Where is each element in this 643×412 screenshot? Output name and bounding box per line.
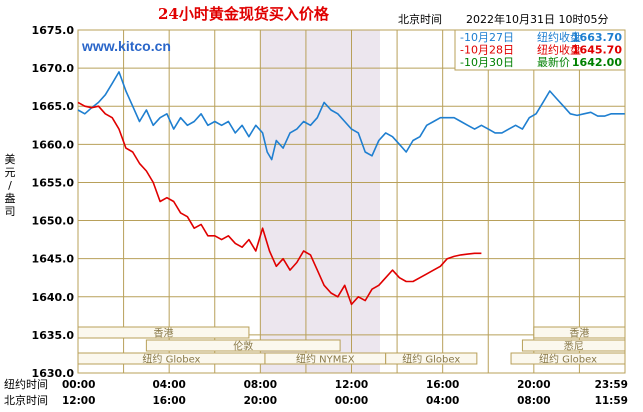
y-axis-label-char: 美 bbox=[5, 153, 16, 166]
market-session-bar bbox=[77, 326, 250, 339]
x-tick-label-bj: 12:00 bbox=[62, 395, 95, 407]
y-tick-label: 1660.0 bbox=[32, 138, 75, 151]
x-tick-label-ny: 16:00 bbox=[426, 379, 459, 391]
x-tick-label-bj: 04:00 bbox=[426, 395, 459, 407]
series-line-1 bbox=[77, 71, 625, 161]
y-axis-label: 美元/盎司 bbox=[5, 153, 16, 218]
market-session-bar bbox=[510, 352, 626, 365]
grid-lines bbox=[78, 29, 625, 374]
y-tick-label: 1640.0 bbox=[32, 291, 75, 304]
x-row-label-bj: 北京时间 bbox=[4, 393, 48, 407]
legend-series-value: 1642.00 bbox=[572, 56, 622, 69]
x-tick-label-ny: 23:59 bbox=[595, 379, 628, 391]
x-tick-label-bj: 20:00 bbox=[244, 395, 277, 407]
x-row-label-ny: 纽约时间 bbox=[4, 377, 48, 391]
y-tick-label: 1635.0 bbox=[32, 329, 75, 342]
x-tick-label-bj: 11:59 bbox=[595, 395, 628, 407]
y-tick-label: 1630.0 bbox=[32, 367, 75, 380]
y-axis-label-char: 盎 bbox=[5, 191, 16, 205]
x-tick-label-ny: 20:00 bbox=[517, 379, 550, 391]
nymex-session-shade bbox=[260, 30, 380, 373]
market-session-label: 纽约 Globex bbox=[539, 353, 597, 366]
series-lines bbox=[77, 71, 625, 306]
x-tick-label-bj: 00:00 bbox=[335, 395, 368, 407]
market-session-bar bbox=[521, 339, 626, 352]
y-tick-label: 1665.0 bbox=[32, 100, 75, 113]
market-session-label: 香港 bbox=[153, 328, 173, 340]
market-session-label: 香港 bbox=[569, 328, 589, 340]
legend-series-value: 1663.70 bbox=[572, 31, 622, 44]
watermark-link[interactable]: www.kitco.cn bbox=[81, 38, 171, 54]
market-session-bar bbox=[533, 326, 626, 339]
y-tick-label: 1650.0 bbox=[32, 215, 75, 228]
legend-series-desc: 最新价 bbox=[537, 55, 570, 69]
x-tick-label-ny: 08:00 bbox=[244, 379, 277, 391]
legend-series-name: -10月27日 bbox=[460, 31, 514, 44]
timezone-label: 北京时间 bbox=[398, 12, 442, 26]
market-session-bar bbox=[145, 339, 341, 352]
y-tick-label: 1675.0 bbox=[32, 24, 75, 37]
y-tick-label: 1655.0 bbox=[32, 176, 75, 189]
y-axis-label-char: / bbox=[8, 179, 12, 192]
market-session-label: 纽约 Globex bbox=[142, 353, 200, 366]
legend-series-name: -10月30日 bbox=[460, 56, 514, 69]
x-tick-label-ny: 00:00 bbox=[62, 379, 95, 391]
market-session-bar bbox=[77, 352, 266, 365]
x-tick-label-bj: 08:00 bbox=[517, 395, 550, 407]
market-session-label: 纽约 Globex bbox=[402, 353, 460, 366]
market-session-label: 纽约 NYMEX bbox=[296, 353, 355, 366]
market-session-label: 伦敦 bbox=[233, 340, 253, 353]
chart-title: 24小时黄金现货买入价格 bbox=[158, 5, 330, 23]
legend-box bbox=[454, 29, 626, 71]
timestamp: 2022年10月31日 10时05分 bbox=[466, 12, 608, 26]
y-axis-ticks: 1675.0 1670.0 1665.0 1660.0 1655.0 1650.0 1645… bbox=[32, 24, 75, 380]
x-tick-label-ny: 12:00 bbox=[335, 379, 368, 391]
y-axis-label-char: 元 bbox=[5, 166, 16, 179]
market-session-bar bbox=[385, 352, 478, 365]
x-tick-label-bj: 16:00 bbox=[152, 395, 185, 407]
series-line-2 bbox=[77, 101, 482, 306]
legend-series-name: -10月28日 bbox=[460, 44, 514, 57]
y-axis-label-char: 司 bbox=[5, 205, 16, 218]
x-tick-label-ny: 04:00 bbox=[152, 379, 185, 391]
market-session-label: 悉尼 bbox=[564, 341, 584, 353]
legend-series-desc: 纽约收盘 bbox=[537, 30, 581, 44]
legend-series-value: 1645.70 bbox=[572, 44, 622, 57]
legend-series-desc: 纽约收盘 bbox=[537, 43, 581, 57]
y-tick-label: 1670.0 bbox=[32, 62, 75, 75]
y-tick-label: 1645.0 bbox=[32, 253, 75, 266]
